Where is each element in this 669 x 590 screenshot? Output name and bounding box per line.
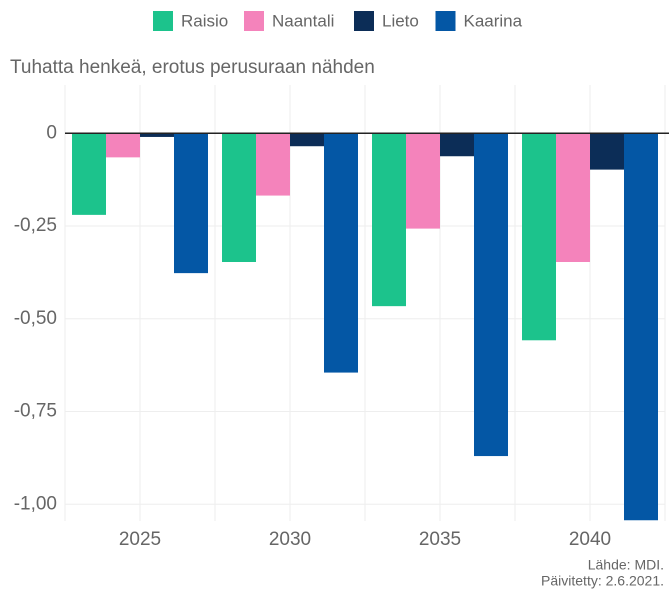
bar — [590, 133, 624, 170]
legend-swatch — [435, 11, 456, 31]
legend-label: Naantali — [272, 11, 334, 30]
bar — [256, 133, 290, 196]
bar — [222, 133, 256, 262]
bar — [290, 133, 324, 147]
x-tick-label: 2025 — [119, 529, 161, 550]
y-tick-label: -0,75 — [14, 401, 57, 422]
bar — [522, 133, 556, 341]
y-tick-label: -0,25 — [14, 215, 57, 236]
legend-label: Lieto — [382, 11, 419, 30]
legend-label: Raisio — [181, 11, 228, 30]
bar — [372, 133, 406, 307]
legend-swatch — [153, 11, 173, 31]
x-tick-label: 2040 — [569, 529, 611, 550]
y-tick-label: -1,00 — [14, 493, 57, 514]
source: Lähde: MDI. — [588, 557, 664, 573]
x-tick-label: 2030 — [269, 529, 311, 550]
updated: Päivitetty: 2.6.2021. — [541, 573, 664, 589]
legend-label: Kaarina — [464, 11, 523, 30]
bar — [72, 133, 106, 215]
legend-swatch — [354, 11, 374, 31]
chart-title: Tuhatta henkeä, erotus perusuraan nähden — [10, 57, 375, 78]
bar — [556, 133, 590, 262]
bar — [406, 133, 440, 229]
bar — [140, 133, 174, 137]
bar — [324, 133, 358, 373]
bar — [474, 133, 508, 457]
x-tick-label: 2035 — [419, 529, 461, 550]
bar — [624, 133, 658, 521]
bar — [106, 133, 140, 158]
y-tick-label: -0,50 — [14, 308, 57, 329]
legend-swatch — [244, 11, 264, 31]
bar — [174, 133, 208, 274]
y-tick-label: 0 — [46, 122, 57, 143]
bar — [440, 133, 474, 157]
